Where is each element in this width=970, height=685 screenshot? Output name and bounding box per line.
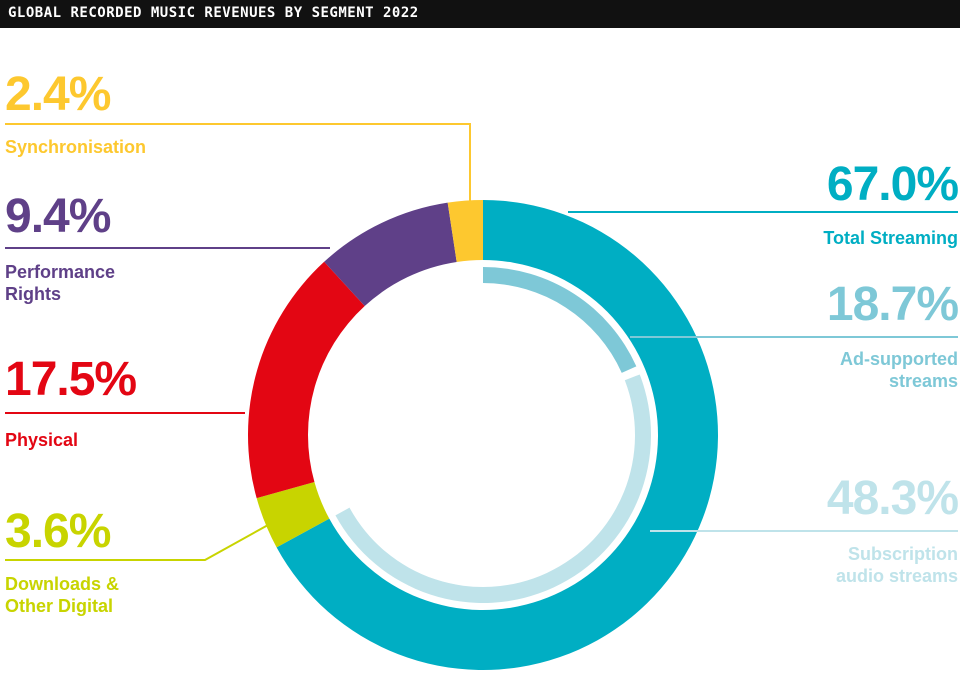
- category-label-subscription-audio-streams: Subscription: [848, 544, 958, 564]
- slice-downloads-and-other-digital: [256, 482, 330, 548]
- category-label-downloads-and-other-digital: Other Digital: [5, 596, 113, 616]
- leader-line-synchronisation: [5, 123, 471, 210]
- value-label-performance-rights: 9.4%: [5, 190, 111, 243]
- value-label-subscription-audio-streams: 48.3%: [827, 472, 958, 525]
- chart-title-bar: GLOBAL RECORDED MUSIC REVENUES BY SEGMEN…: [0, 0, 960, 28]
- category-label-subscription-audio-streams: audio streams: [836, 566, 958, 586]
- value-label-total-streaming: 67.0%: [827, 158, 958, 211]
- value-label-ad-supported-streams: 18.7%: [827, 278, 958, 331]
- value-label-physical: 17.5%: [5, 353, 136, 406]
- value-label-synchronisation: 2.4%: [5, 68, 111, 121]
- category-label-ad-supported-streams: Ad-supported: [840, 349, 958, 369]
- category-label-synchronisation: Synchronisation: [5, 137, 146, 157]
- category-label-performance-rights: Performance: [5, 262, 115, 282]
- slice-performance-rights: [324, 202, 457, 307]
- category-label-performance-rights: Rights: [5, 284, 61, 304]
- sub-slice-ad-supported-streams: [483, 267, 637, 373]
- category-label-ad-supported-streams: streams: [889, 371, 958, 391]
- slice-physical: [248, 261, 365, 499]
- value-label-downloads-and-other-digital: 3.6%: [5, 505, 111, 558]
- chart-title: GLOBAL RECORDED MUSIC REVENUES BY SEGMEN…: [8, 5, 419, 21]
- leader-line-downloads-and-other-digital: [5, 524, 269, 561]
- category-label-total-streaming: Total Streaming: [823, 228, 958, 248]
- category-label-downloads-and-other-digital: Downloads &: [5, 574, 119, 594]
- category-label-physical: Physical: [5, 430, 78, 450]
- slice-synchronisation: [447, 200, 483, 262]
